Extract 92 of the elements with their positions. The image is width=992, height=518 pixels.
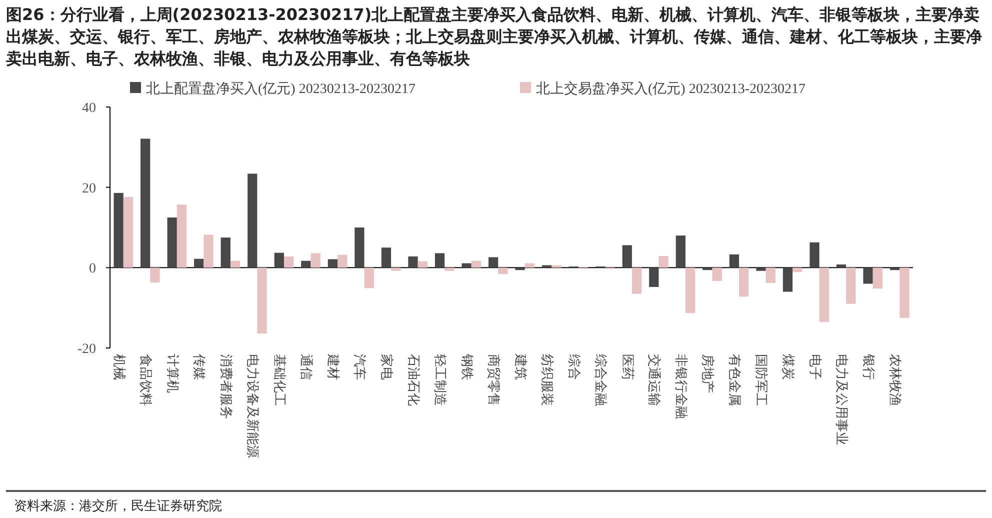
bar — [471, 260, 481, 268]
bar — [230, 260, 240, 268]
y-tick-label: 0 — [89, 262, 96, 277]
bar — [819, 268, 829, 322]
x-tick-label: 轻工制造 — [432, 354, 448, 406]
x-tick-label: 国防军工 — [753, 354, 768, 406]
bar — [515, 268, 525, 270]
bar — [418, 261, 428, 268]
x-tick-label: 汽车 — [352, 354, 367, 380]
bar — [676, 236, 686, 268]
bar — [284, 256, 294, 268]
x-tick-label: 建材 — [324, 353, 340, 380]
bar — [836, 264, 846, 268]
x-tick-label: 电子 — [806, 354, 822, 380]
x-tick-label: 电力及公用事业 — [834, 354, 849, 445]
bar — [354, 228, 364, 268]
bar — [766, 268, 776, 283]
bar — [364, 268, 374, 288]
x-tick-label: 食品饮料 — [138, 354, 153, 406]
bar — [846, 268, 856, 304]
bar — [123, 196, 134, 268]
bar — [890, 268, 900, 270]
x-tick-label: 医药 — [619, 354, 634, 380]
x-tick-label: 基础化工 — [271, 354, 286, 406]
bar — [792, 268, 802, 272]
bar — [782, 268, 793, 292]
bar — [444, 268, 454, 271]
x-tick-label: 计算机 — [164, 354, 180, 393]
bar — [328, 259, 338, 268]
bar — [863, 268, 873, 284]
y-tick-label: -20 — [77, 342, 96, 357]
bar — [872, 268, 882, 289]
bar — [301, 260, 311, 268]
bar — [381, 248, 392, 268]
bar — [498, 268, 508, 274]
x-tick-label: 钢铁 — [458, 353, 474, 380]
x-tick-label: 煤炭 — [780, 354, 796, 380]
legend-label: 北上配置盘净买入(亿元) 20230213-20230217 — [146, 81, 416, 97]
x-tick-label: 机械 — [110, 354, 126, 380]
x-tick-label: 通信 — [298, 354, 314, 380]
bar — [729, 254, 740, 268]
bar — [756, 268, 766, 271]
bar — [167, 217, 177, 268]
legend-label: 北上交易盘净买入(亿元) 20230213-20230217 — [536, 81, 806, 97]
bar — [176, 204, 187, 268]
bar — [248, 174, 258, 268]
chart-title: 图26：分行业看，上周(20230213-20230217)北上配置盘主要净买入食品饮料、电新、机械、计算机、汽车、非银等板块，主要净卖出煤炭、交运、银行、军工、房地产、农林牧渔等板块；北上交易盘则主要净买入机械、计算机、传媒、通信、建材、化工等板块，主要净卖出电新、电子、农林牧渔、非银、电力及公用事业、有色等板块 — [6, 5, 982, 68]
x-tick-label: 纺织服装 — [539, 354, 554, 406]
bar — [810, 242, 820, 268]
text: 资料来源：港交所，民生证券研究院 — [14, 498, 222, 514]
bar — [194, 258, 204, 268]
x-tick-label: 建筑 — [512, 353, 528, 380]
bar — [900, 268, 910, 318]
x-tick-label: 综合金融 — [592, 354, 608, 406]
bar — [140, 138, 150, 268]
x-tick-label: 房地产 — [700, 354, 716, 393]
x-tick-label: 农林牧渔 — [887, 354, 902, 406]
bar — [274, 252, 284, 268]
bar — [632, 268, 642, 294]
bar — [114, 192, 124, 268]
bar — [204, 234, 214, 268]
bar — [408, 256, 418, 268]
x-tick-label: 消费者服务 — [218, 354, 233, 419]
x-tick-label: 传媒 — [191, 354, 206, 380]
bar — [702, 268, 712, 270]
x-tick-label: 有色金属 — [726, 354, 742, 406]
bar — [712, 268, 722, 281]
x-tick-label: 交通运输 — [646, 354, 662, 406]
bar — [220, 238, 230, 268]
bar — [649, 268, 659, 287]
x-tick-label: 电力设备及新能源 — [244, 354, 260, 458]
bar — [310, 253, 320, 268]
x-tick-label: 家电 — [378, 354, 395, 380]
y-tick-label: 20 — [82, 181, 96, 196]
x-tick-label: 商贸零售 — [486, 354, 501, 406]
bar — [391, 268, 401, 271]
x-tick-label: 银行 — [860, 353, 876, 380]
bar — [658, 256, 668, 268]
bar — [739, 268, 749, 297]
bar — [622, 245, 632, 268]
x-tick-label: 石油石化 — [405, 354, 420, 406]
bar — [488, 257, 498, 268]
bar — [150, 268, 160, 283]
x-tick-label: 综合 — [566, 354, 581, 380]
bar — [434, 253, 445, 268]
bar — [462, 263, 472, 268]
y-tick-label: 40 — [82, 101, 96, 116]
bar — [338, 254, 348, 268]
bar — [257, 268, 267, 334]
bar — [524, 263, 535, 268]
bar — [685, 268, 696, 314]
x-tick-label: 非银行金融 — [672, 354, 688, 419]
